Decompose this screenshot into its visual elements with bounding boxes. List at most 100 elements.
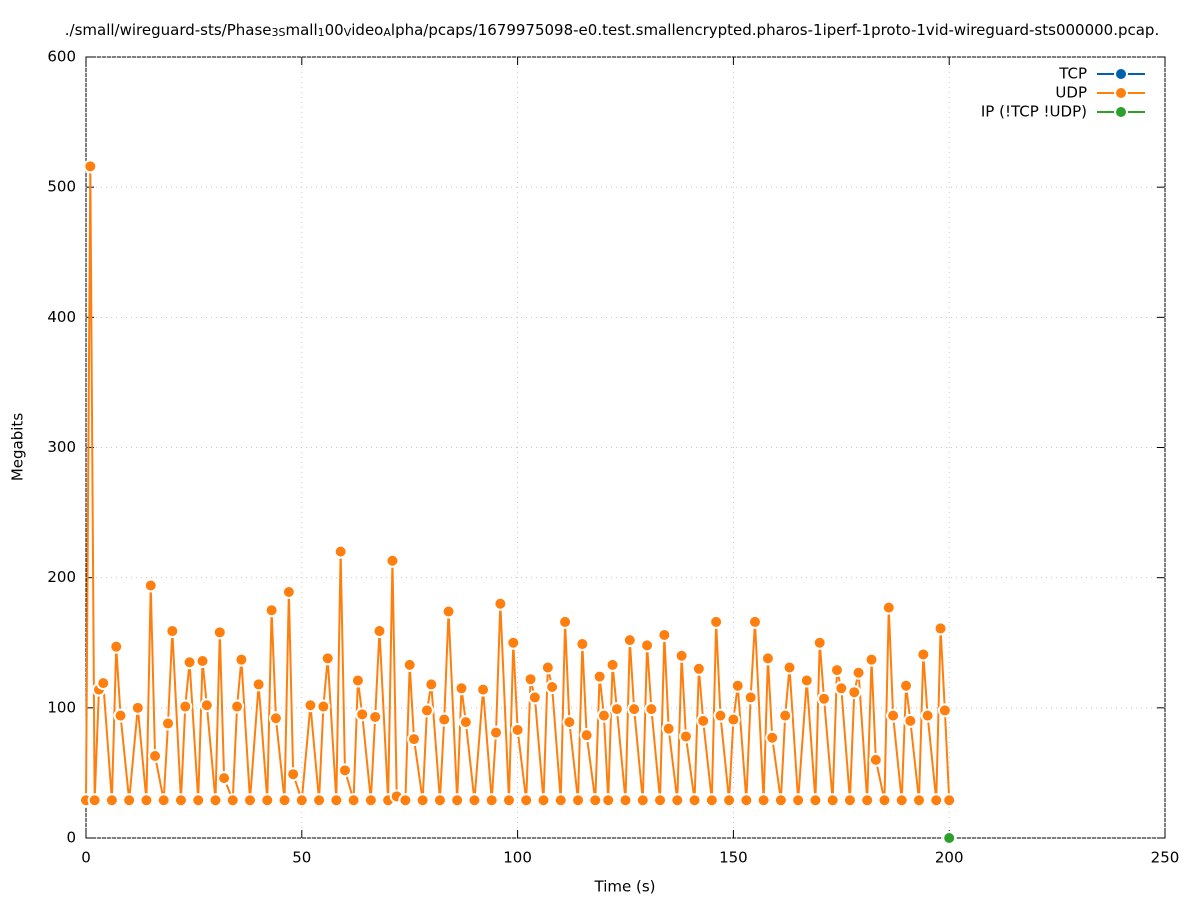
data-point — [635, 793, 650, 808]
data-point — [596, 708, 611, 723]
data-point — [760, 651, 775, 666]
plot-frame — [85, 56, 1166, 839]
data-point — [592, 669, 607, 684]
data-point — [618, 793, 633, 808]
data-point — [363, 793, 378, 808]
data-point — [286, 767, 301, 782]
data-point — [165, 624, 180, 639]
data-point — [83, 159, 98, 174]
data-point — [709, 614, 724, 629]
data-point — [916, 647, 931, 662]
data-point — [937, 703, 952, 718]
data-point — [661, 721, 676, 736]
data-point — [208, 793, 223, 808]
data-point — [458, 715, 473, 730]
data-point — [441, 604, 456, 619]
x-tick-label: 250 — [1151, 849, 1180, 867]
data-point — [674, 648, 689, 663]
data-point — [903, 713, 918, 728]
legend-label: IP (!TCP !UDP) — [981, 103, 1087, 121]
title-subscript: 3S — [272, 26, 286, 39]
data-point — [601, 793, 616, 808]
data-point — [730, 678, 745, 693]
data-point — [122, 793, 137, 808]
data-point — [424, 677, 439, 692]
data-point — [657, 627, 672, 642]
data-point — [812, 635, 827, 650]
x-tick-label: 0 — [81, 849, 91, 867]
y-axis-label: Megabits — [9, 413, 27, 481]
data-point — [575, 637, 590, 652]
data-point — [519, 793, 534, 808]
data-point — [501, 793, 516, 808]
data-point — [834, 681, 849, 696]
data-point — [113, 708, 128, 723]
data-point — [558, 614, 573, 629]
data-point — [234, 652, 249, 667]
data-point — [148, 748, 163, 763]
data-point — [929, 793, 944, 808]
data-point — [432, 793, 447, 808]
data-point — [933, 621, 948, 636]
data-point — [182, 655, 197, 670]
y-tick-label: 300 — [47, 438, 76, 456]
data-point — [402, 657, 417, 672]
data-point — [605, 657, 620, 672]
data-point — [894, 793, 909, 808]
data-point — [320, 651, 335, 666]
data-point — [368, 709, 383, 724]
data-point — [808, 793, 823, 808]
data-point — [454, 681, 469, 696]
data-point — [765, 730, 780, 745]
title-subscript: 1 — [318, 26, 325, 39]
data-point — [942, 793, 957, 808]
data-point — [571, 793, 586, 808]
x-tick-label: 150 — [719, 849, 748, 867]
data-point — [277, 793, 292, 808]
data-point — [350, 673, 365, 688]
y-tick-label: 600 — [47, 48, 76, 66]
data-point — [696, 713, 711, 728]
data-point — [644, 702, 659, 717]
data-point — [829, 663, 844, 678]
data-point — [942, 831, 957, 845]
data-point — [355, 707, 370, 722]
data-point — [398, 793, 413, 808]
data-point — [316, 699, 331, 714]
data-point — [523, 672, 538, 687]
data-point — [704, 793, 719, 808]
data-point — [143, 578, 158, 593]
x-axis-label: Time (s) — [594, 878, 656, 896]
data-point — [217, 771, 232, 786]
legend-label: TCP — [1058, 65, 1087, 83]
data-point — [588, 793, 603, 808]
data-point — [739, 793, 754, 808]
data-point — [156, 793, 171, 808]
data-point — [713, 708, 728, 723]
data-point — [212, 625, 227, 640]
data-point — [130, 700, 145, 715]
data-point — [178, 699, 193, 714]
data-point — [778, 708, 793, 723]
data-point — [109, 639, 124, 654]
data-point — [303, 698, 318, 713]
data-point — [540, 660, 555, 675]
data-point — [264, 603, 279, 618]
data-point — [407, 732, 422, 747]
title-part: 00 — [325, 21, 344, 39]
data-point — [281, 584, 296, 599]
data-point — [329, 793, 344, 808]
data-point — [791, 793, 806, 808]
data-point — [627, 702, 642, 717]
data-point — [691, 661, 706, 676]
data-point — [545, 680, 560, 695]
x-tick-label: 100 — [503, 849, 532, 867]
data-point — [886, 708, 901, 723]
title-part: ideo — [351, 21, 383, 39]
x-tick-label: 200 — [935, 849, 964, 867]
data-point — [920, 708, 935, 723]
data-point — [864, 652, 879, 667]
data-point — [489, 725, 504, 740]
data-point — [825, 793, 840, 808]
data-point — [96, 676, 111, 691]
